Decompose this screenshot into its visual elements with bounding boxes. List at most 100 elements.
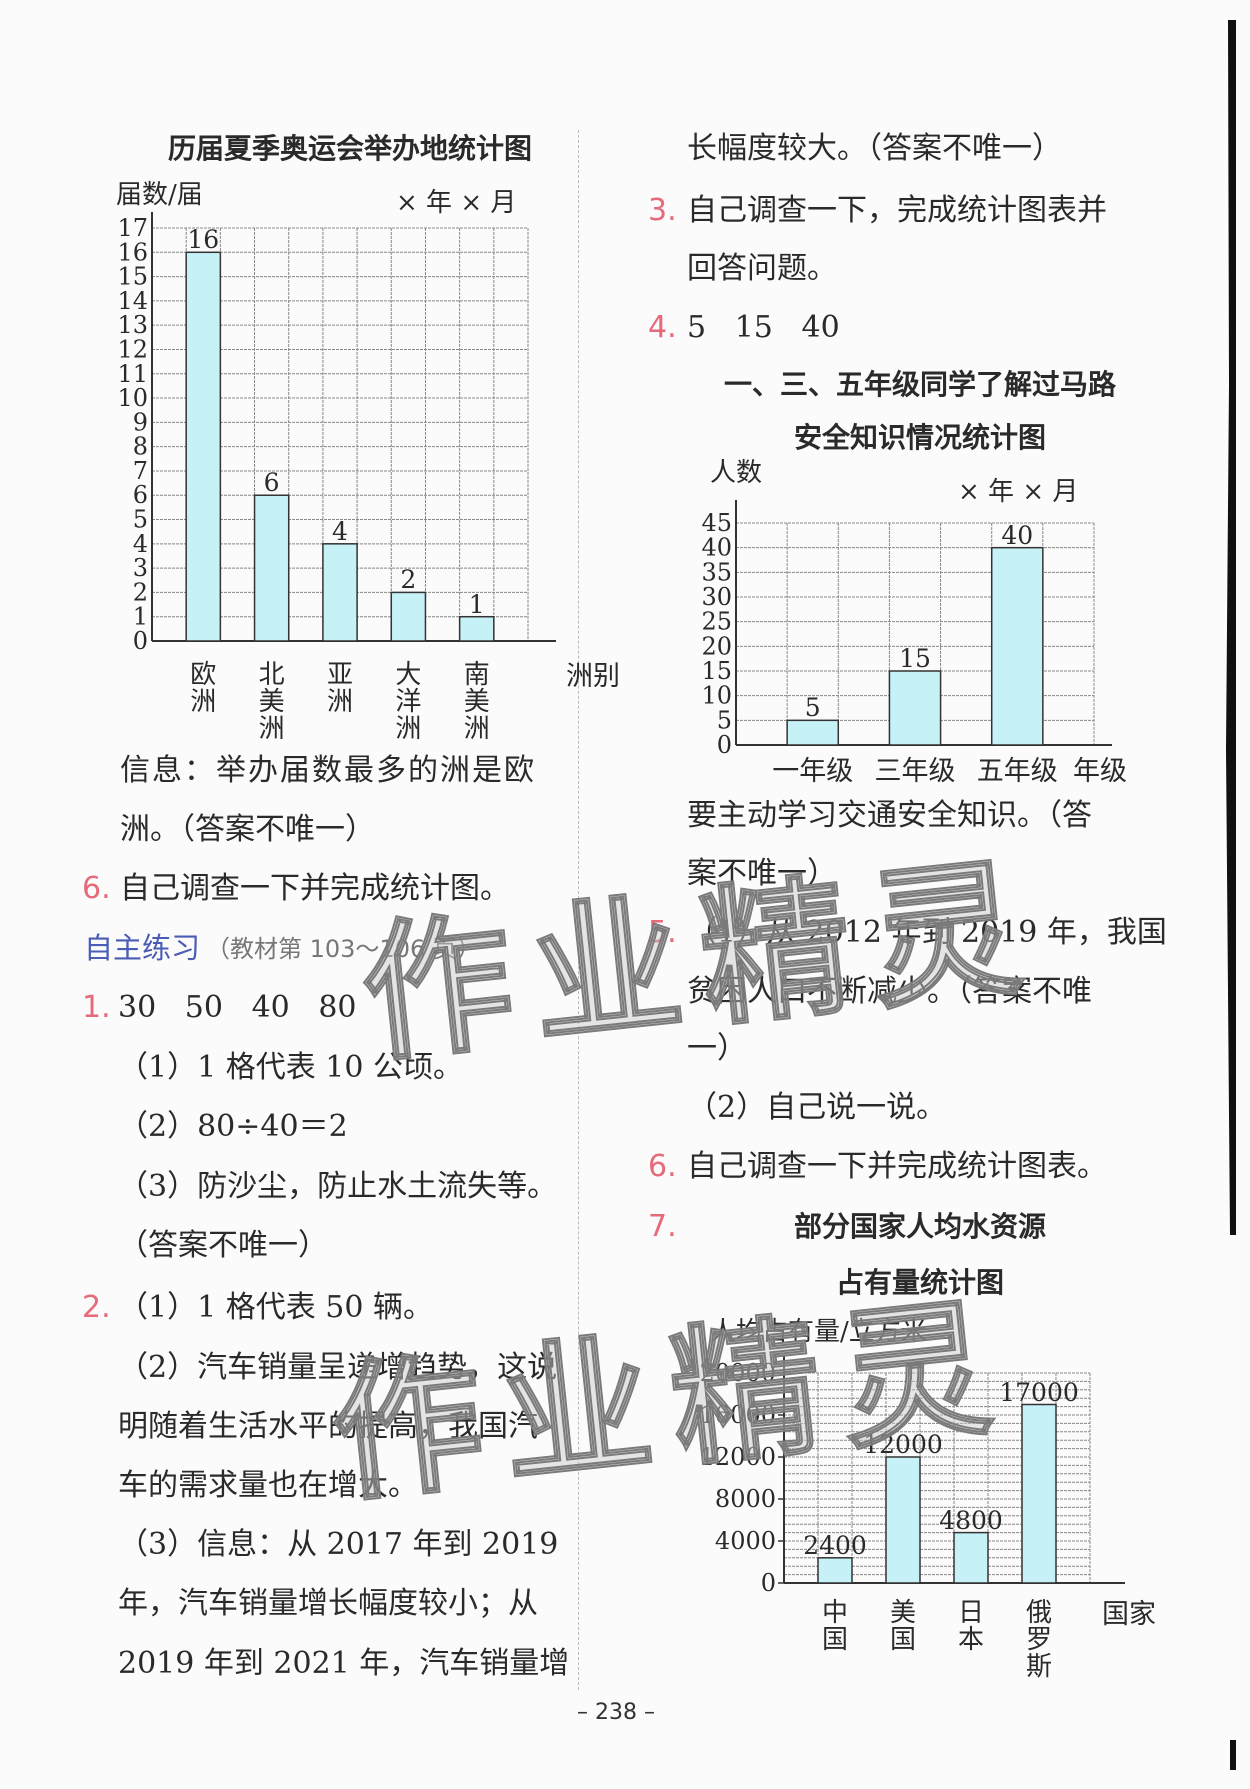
y-tick-label: 3 (133, 554, 148, 582)
section-heading: 自主练习 (84, 931, 201, 965)
y-tick-label: 12 (117, 335, 148, 363)
column-divider (578, 130, 579, 1690)
category-label: 中国 (821, 1598, 848, 1655)
data-label: 2400 (803, 1530, 867, 1560)
answer-line: 案不唯一） (687, 856, 837, 891)
answer-line: （3）信息：从 2017 年到 2019 (118, 1527, 559, 1562)
category-label: 欧洲 (190, 660, 217, 717)
chart1-y-axis-label: 届数/届 (116, 180, 203, 210)
y-tick-label: 6 (133, 481, 148, 509)
answer-line: 年，汽车销量增长幅度较小；从 (118, 1586, 538, 1621)
data-label: 2 (400, 565, 417, 595)
y-tick-label: 40 (701, 534, 732, 562)
y-tick-label: 11 (117, 360, 148, 388)
data-label: 12000 (863, 1430, 943, 1459)
y-tick-label: 4000 (715, 1527, 776, 1555)
category-label: 北美洲 (258, 660, 285, 744)
answer-line: （1）1 格代表 50 辆。 (118, 1290, 433, 1325)
bar (1021, 1403, 1057, 1584)
y-tick-label: 20 (701, 632, 732, 660)
bar (888, 670, 942, 746)
answer-line: （2）汽车销量呈递增趋势，这说 (118, 1350, 558, 1385)
y-tick-label: 16000 (700, 1401, 776, 1429)
bar (390, 591, 427, 642)
data-label: 17000 (999, 1377, 1079, 1407)
chart2-title: 一、三、五年级同学了解过马路 (723, 368, 1116, 401)
answer-line: 车的需求量也在增大。 (118, 1468, 418, 1503)
chart2-y-axis-label: 人数 (710, 458, 763, 488)
page-number: – 238 – (577, 1700, 655, 1725)
question-number: 3. (648, 193, 677, 228)
question-number: 5. (648, 915, 677, 950)
y-tick-label: 35 (701, 558, 732, 586)
bar (990, 546, 1044, 746)
y-tick-label: 16 (117, 238, 148, 266)
answer-line: 贫困人口不断减少。（答案不唯 (687, 974, 1092, 1009)
y-tick-label: 25 (701, 608, 732, 636)
y-tick-label: 10 (701, 682, 732, 710)
y-tick-label: 8000 (715, 1485, 776, 1513)
y-tick-label: 0 (717, 731, 732, 759)
answer-line: 要主动学习交通安全知识。（答 (687, 798, 1092, 833)
y-tick-label: 15 (117, 263, 148, 291)
info-line: 洲。（答案不唯一） (120, 812, 375, 847)
bar (322, 543, 358, 642)
y-tick-label: 5 (717, 706, 732, 734)
chart1-title: 历届夏季奥运会举办地统计图 (167, 132, 532, 165)
y-tick-label: 12000 (700, 1443, 776, 1471)
answer-line: （2）80÷40＝2 (118, 1109, 348, 1144)
category-label: 俄罗斯 (1025, 1598, 1052, 1682)
x-axis-label: 洲别 (566, 661, 620, 692)
y-tick-label: 10 (117, 384, 148, 412)
bar (817, 1557, 853, 1584)
y-tick-label: 20000 (700, 1359, 776, 1387)
question-number: 2. (82, 1290, 111, 1325)
category-label: 三年级 (874, 756, 956, 787)
question-number: 1. (82, 990, 111, 1025)
answer-line: （2）自己说一说。 (687, 1090, 947, 1125)
y-tick-label: 14 (117, 287, 148, 315)
answer-line: 自己调查一下并完成统计图。 (120, 871, 510, 906)
category-label: 五年级 (976, 756, 1058, 787)
y-tick-label: 2 (133, 578, 148, 606)
chart2-title: 安全知识情况统计图 (793, 421, 1046, 454)
bar (953, 1531, 989, 1584)
category-label: 南美洲 (463, 660, 490, 744)
y-tick-label: 5 (133, 506, 148, 534)
y-tick-label: 17 (117, 214, 148, 242)
category-label: 一年级 (772, 756, 854, 787)
info-line: 信息：举办届数最多的洲是欧 (120, 753, 536, 788)
section-note: （教材第 103～106 页） (206, 935, 481, 963)
answer-line: 自己调查一下并完成统计图表。 (687, 1149, 1107, 1184)
data-label: 4800 (939, 1505, 1003, 1535)
answer-line: 长幅度较大。（答案不唯一） (687, 131, 1062, 166)
y-tick-label: 1 (133, 603, 148, 631)
data-label: 6 (263, 468, 280, 498)
data-label: 16 (187, 225, 220, 255)
answer-line: 5 15 40 (687, 310, 840, 345)
category-label: 亚洲 (326, 660, 353, 717)
answer-line: 明随着生活水平的提高，我国汽 (118, 1409, 538, 1444)
y-tick-label: 13 (117, 311, 148, 339)
question-number: 6. (648, 1149, 677, 1184)
chart3-title: 部分国家人均水资源 (793, 1210, 1046, 1243)
category-label: 大洋洲 (395, 660, 422, 744)
data-label: 4 (332, 516, 348, 546)
question-number: 7. (648, 1209, 677, 1244)
category-label: 美国 (889, 1598, 916, 1655)
bar (253, 494, 290, 642)
answer-line: 自己调查一下，完成统计图表并 (687, 193, 1107, 228)
answer-line: 一） (687, 1031, 747, 1066)
question-number: 4. (648, 310, 677, 345)
answer-line: （答案不唯一） (118, 1228, 328, 1263)
y-tick-label: 4 (133, 530, 148, 558)
chart2-date: × 年 × 月 (958, 477, 1079, 507)
data-label: 1 (468, 589, 485, 619)
bar (885, 1456, 921, 1584)
data-label: 40 (1001, 520, 1034, 550)
scan-edge-shadow (1230, 1740, 1236, 1770)
answer-line: 30 50 40 80 (118, 990, 357, 1025)
y-tick-label: 0 (761, 1569, 776, 1597)
data-label: 5 (804, 693, 821, 723)
bar (786, 719, 840, 746)
